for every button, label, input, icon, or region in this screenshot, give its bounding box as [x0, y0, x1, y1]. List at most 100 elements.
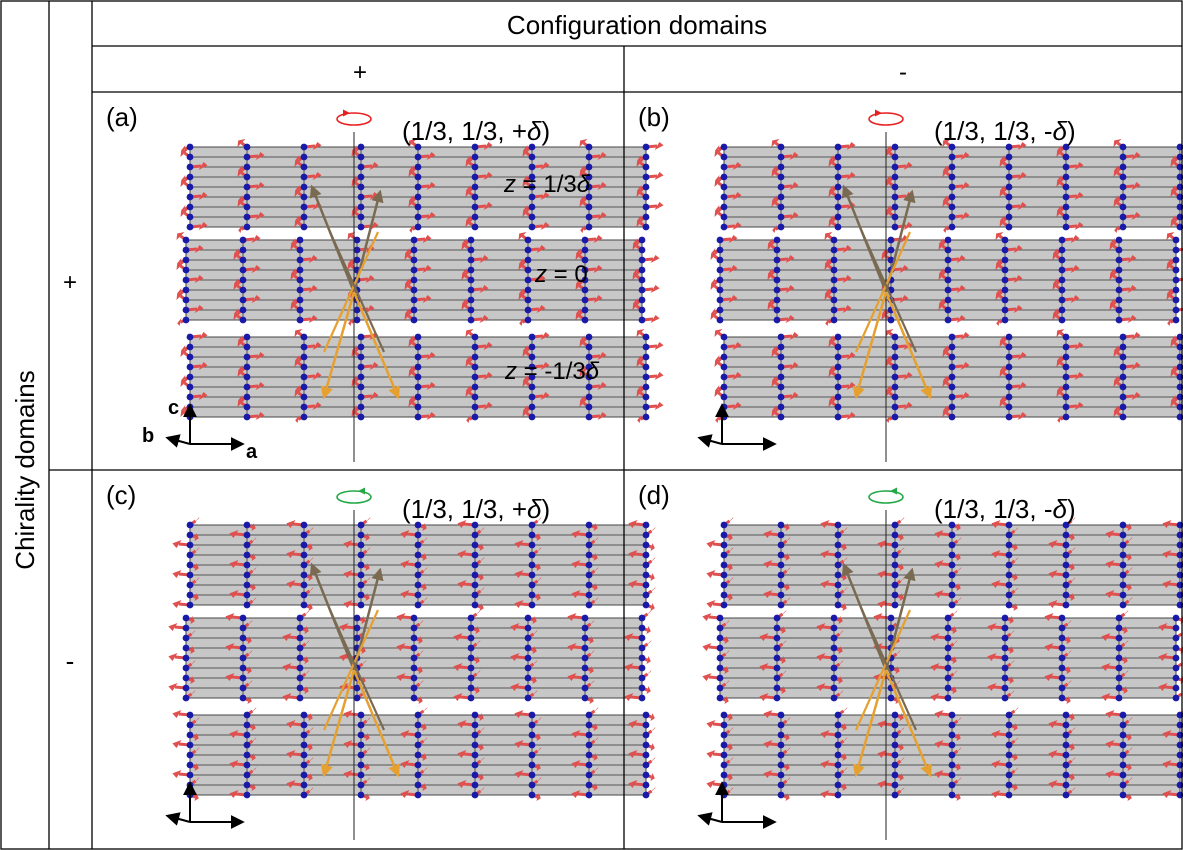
spin-arrowhead — [409, 165, 414, 174]
atom — [357, 383, 365, 391]
atom — [471, 223, 479, 231]
spin-arrowhead — [706, 720, 716, 728]
spin-arrowhead — [580, 365, 585, 374]
spin-arrowhead — [785, 733, 790, 742]
spin-arrowhead — [702, 613, 712, 621]
atom — [716, 286, 724, 294]
atom — [471, 591, 479, 599]
spin-arrowhead — [426, 182, 436, 190]
atom — [300, 163, 308, 171]
spin-arrowhead — [1057, 355, 1062, 364]
atom — [777, 413, 785, 421]
spin-arrowhead — [536, 533, 541, 542]
spin-arrowhead — [453, 663, 463, 671]
atom — [777, 223, 785, 231]
spin-arrowhead — [829, 215, 834, 224]
spin-arrowhead — [479, 255, 489, 263]
atom — [720, 711, 728, 719]
lattice-plane — [176, 231, 660, 327]
atom — [777, 571, 785, 579]
atom — [773, 266, 781, 274]
atom — [834, 153, 842, 161]
atom — [243, 213, 251, 221]
atom — [300, 601, 308, 609]
spin-arrowhead — [789, 152, 799, 160]
spin-arrowhead — [838, 646, 843, 655]
spin-arrowhead — [1066, 666, 1071, 675]
spin-arrowhead — [892, 679, 901, 688]
atom — [891, 333, 899, 341]
spin-arrowhead — [956, 523, 961, 532]
configuration-domains-title: Configuration domains — [507, 10, 767, 40]
spin-arrowhead — [816, 623, 826, 631]
spin-arrowhead — [1017, 172, 1027, 180]
atom — [585, 153, 593, 161]
spin-arrowhead — [960, 182, 970, 190]
spin-arrowhead — [789, 362, 799, 370]
spin-arrowhead — [1070, 563, 1075, 572]
spin-arrowhead — [510, 683, 520, 691]
spin-arrowhead — [1127, 285, 1137, 293]
spin-arrowhead — [172, 740, 182, 748]
atom — [243, 413, 251, 421]
spin-arrowhead — [650, 603, 655, 612]
atom — [357, 531, 365, 539]
atom — [1119, 223, 1127, 231]
spin-arrowhead — [838, 616, 843, 625]
atom — [467, 634, 475, 642]
lattice-plane — [180, 328, 664, 424]
spin-arrowhead — [650, 315, 660, 323]
spin-arrowhead — [422, 235, 432, 243]
spin-arrowhead — [899, 265, 909, 273]
atom — [834, 781, 842, 789]
atom — [528, 353, 536, 361]
atom — [186, 591, 194, 599]
wavevector-label: (1/3, 1/3, +δ) — [402, 116, 550, 146]
spin-arrowhead — [191, 546, 200, 555]
atom — [414, 383, 422, 391]
spin-arrowhead — [301, 669, 310, 678]
spin-arrowhead — [706, 540, 716, 548]
spin-arrowhead — [308, 285, 318, 293]
spin-arrowhead — [633, 238, 638, 247]
spin-arrowhead — [877, 540, 887, 548]
atom — [414, 771, 422, 779]
spin-arrowhead — [956, 285, 966, 293]
atom — [1058, 256, 1066, 264]
atom — [1119, 393, 1127, 401]
atom — [410, 266, 418, 274]
spin-arrowhead — [286, 720, 296, 728]
spin-arrowhead — [1162, 550, 1172, 558]
atom — [642, 581, 650, 589]
row-header-plus: + — [63, 269, 77, 296]
atom — [1058, 624, 1066, 632]
atom — [186, 761, 194, 769]
atom — [471, 333, 479, 341]
atom — [1062, 163, 1070, 171]
layer-label-top: z = 1/3δ — [503, 171, 591, 198]
atom — [1005, 183, 1013, 191]
spin-arrowhead — [540, 222, 550, 230]
atom — [1115, 286, 1123, 294]
atom — [357, 581, 365, 589]
spin-arrowhead — [295, 155, 300, 164]
atom — [1115, 296, 1123, 304]
atom — [834, 731, 842, 739]
spin-arrowhead — [409, 195, 414, 204]
spin-arrowhead — [365, 733, 370, 742]
spin-arrowhead — [286, 520, 296, 528]
atom — [528, 571, 536, 579]
atom — [357, 173, 365, 181]
spin-arrowhead — [1000, 215, 1005, 224]
atom — [239, 664, 247, 672]
atom — [720, 601, 728, 609]
atom — [642, 791, 650, 799]
spin-arrowhead — [956, 733, 961, 742]
atom — [1119, 601, 1127, 609]
spin-arrowhead — [571, 760, 581, 768]
atom — [585, 333, 593, 341]
atom — [524, 306, 532, 314]
spin-arrowhead — [396, 613, 406, 621]
atom — [834, 373, 842, 381]
spin-arrowhead — [255, 382, 265, 390]
